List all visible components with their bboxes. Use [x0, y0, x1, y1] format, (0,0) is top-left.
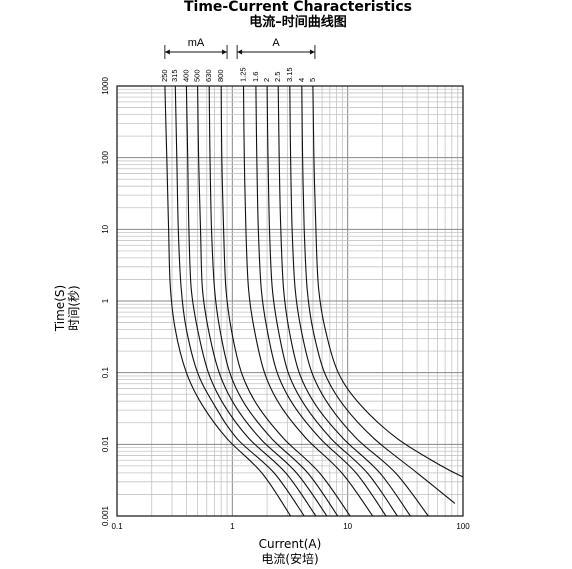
y-tick-label: 1000 [101, 77, 110, 95]
curve-800 [220, 85, 351, 517]
curves [164, 85, 464, 517]
chart-subtitle: 电流–时间曲线图 [249, 14, 347, 30]
curve-5 [312, 85, 464, 478]
rating-label: 1.25 [238, 67, 247, 82]
rating-label: 315 [170, 69, 179, 82]
chart-title: Time-Current Characteristics [184, 0, 412, 15]
plot-frame [116, 85, 464, 517]
x-tick-label: 0.1 [111, 522, 123, 531]
rating-label: 250 [160, 69, 169, 82]
tick-labels: 0.1 1 10 100 0.001 0.01 0.1 1 10 100 1000 [101, 77, 470, 531]
rating-group-label: mA [188, 37, 205, 49]
curve-315 [174, 85, 305, 517]
curve-2-5 [277, 85, 411, 517]
rating-label: 3.15 [285, 67, 294, 82]
rating-label: 800 [216, 69, 225, 82]
y-axis-label: Time(S) [53, 285, 67, 332]
x-axis-label: Current(A) [259, 537, 322, 551]
rating-label: 500 [193, 69, 202, 82]
curve-1-6 [255, 85, 387, 517]
x-axis-label-cn: 电流(安培) [261, 551, 318, 566]
curve-250 [164, 85, 292, 517]
rating-label: 630 [204, 69, 213, 82]
rating-label: 1.6 [251, 72, 260, 82]
y-tick-label: 0.1 [101, 367, 110, 379]
curve-4 [301, 85, 456, 504]
rating-groups: mA A [164, 37, 316, 59]
y-tick-label: 0.01 [101, 436, 110, 452]
rating-label: 4 [297, 78, 306, 82]
curve-500 [197, 85, 328, 517]
curve-2 [266, 85, 398, 517]
y-axis-label-cn: 时间(秒) [67, 285, 81, 330]
rating-labels: 250 315 400 500 630 800 1.25 1.6 2 2.5 3.15 4 5 [160, 67, 317, 82]
y-tick-label: 100 [101, 150, 110, 164]
y-tick-label: 1 [101, 298, 110, 303]
curve-630 [208, 85, 339, 517]
x-tick-label: 1 [230, 522, 235, 531]
y-tick-label: 0.001 [101, 505, 110, 526]
x-tick-label: 100 [456, 522, 470, 531]
x-tick-label: 10 [343, 522, 352, 531]
y-tick-label: 10 [101, 224, 110, 233]
curve-3-15 [289, 85, 429, 517]
rating-label: 400 [181, 69, 190, 82]
rating-label: 2 [262, 78, 271, 82]
rating-label: 2.5 [273, 72, 282, 82]
rating-group-label: A [272, 37, 280, 49]
curve-400 [185, 85, 317, 517]
rating-label: 5 [308, 78, 317, 82]
curve-1-25 [242, 85, 374, 517]
